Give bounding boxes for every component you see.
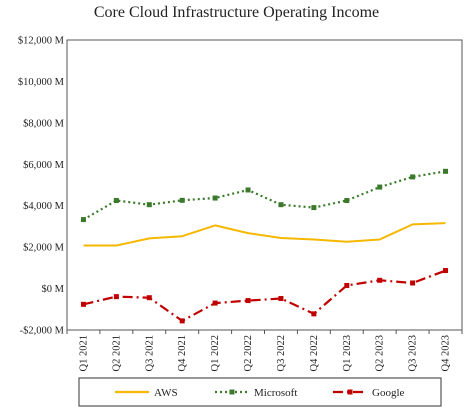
data-point-microsoft xyxy=(410,174,416,180)
y-tick-label: $12,000 M xyxy=(18,36,65,47)
y-tick-label: $6,000 M xyxy=(23,160,65,171)
legend-label-aws: AWS xyxy=(154,387,178,399)
data-point-google xyxy=(179,318,185,324)
x-tick-label: Q1 2021 xyxy=(78,335,89,371)
x-tick-label: Q3 2022 xyxy=(276,335,287,371)
legend-marker-microsoft xyxy=(229,389,235,395)
data-point-microsoft xyxy=(146,202,152,208)
legend: AWS Microsoft Google xyxy=(115,387,405,399)
chart-title: Core Cloud Infrastructure Operating Inco… xyxy=(93,4,380,21)
legend-marker-google xyxy=(347,389,353,395)
x-tick-label: Q1 2022 xyxy=(210,335,221,371)
data-point-microsoft xyxy=(245,187,251,193)
data-point-google xyxy=(245,298,251,304)
y-axis: -$2,000 M $0 M $2,000 M $4,000 M $6,000 M $8,… xyxy=(18,36,65,337)
x-tick-label: Q4 2022 xyxy=(309,335,320,371)
y-tick-label: $8,000 M xyxy=(23,118,65,129)
data-point-microsoft xyxy=(113,198,119,204)
y-tick-label: -$2,000 M xyxy=(20,326,65,337)
y-tick-label: $2,000 M xyxy=(23,243,65,254)
data-point-microsoft xyxy=(443,168,449,174)
data-point-google xyxy=(410,280,416,286)
legend-label-google: Google xyxy=(372,387,405,399)
data-point-google xyxy=(146,295,152,301)
data-point-microsoft xyxy=(212,195,218,201)
x-tick-label: Q2 2022 xyxy=(243,335,254,371)
data-point-google xyxy=(344,282,350,288)
x-tick-label: Q2 2021 xyxy=(111,335,122,371)
data-point-google xyxy=(80,301,86,307)
data-point-google xyxy=(377,277,383,283)
x-tick-label: Q2 2023 xyxy=(375,335,386,371)
data-point-microsoft xyxy=(278,202,284,208)
data-point-google xyxy=(278,296,284,302)
data-point-google xyxy=(443,268,449,274)
x-tick-label: Q4 2021 xyxy=(177,335,188,371)
legend-label-microsoft: Microsoft xyxy=(254,387,297,399)
data-point-google xyxy=(113,294,119,300)
x-tick-label: Q3 2021 xyxy=(144,335,155,371)
data-point-microsoft xyxy=(344,198,350,204)
plot-frame xyxy=(66,39,463,331)
x-tick-label: Q4 2023 xyxy=(441,335,452,371)
series-line-microsoft xyxy=(82,170,446,221)
x-tick-label: Q3 2023 xyxy=(408,335,419,371)
x-tick-label: Q1 2023 xyxy=(342,335,353,371)
x-axis: Q1 2021 Q2 2021 Q3 2021 Q4 2021 Q1 2022 Q2 20… xyxy=(66,330,463,371)
series-line-google xyxy=(83,269,446,322)
data-point-microsoft xyxy=(179,197,185,203)
data-point-microsoft xyxy=(311,205,317,211)
y-tick-label: $4,000 M xyxy=(23,201,65,212)
data-point-google xyxy=(311,311,317,317)
data-point-google xyxy=(212,300,218,306)
data-point-microsoft xyxy=(377,184,383,190)
y-tick-label: $10,000 M xyxy=(18,77,65,88)
y-tick-label: $0 M xyxy=(42,284,65,295)
series-layer xyxy=(80,168,449,324)
data-point-microsoft xyxy=(80,217,86,223)
series-line-aws xyxy=(83,222,446,247)
